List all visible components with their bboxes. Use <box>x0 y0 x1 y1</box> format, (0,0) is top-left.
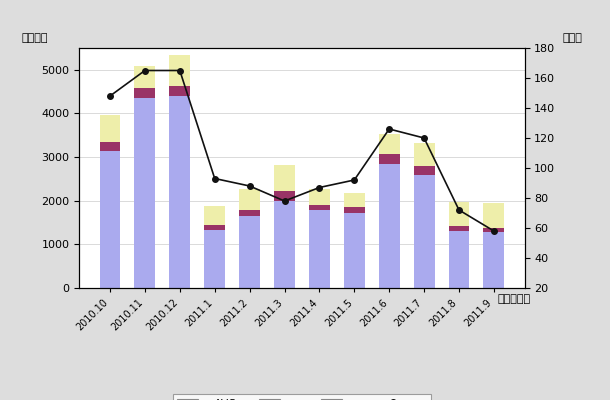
Bar <box>204 225 225 230</box>
Bar <box>483 228 504 232</box>
Bar <box>274 201 295 288</box>
Text: （年・月）: （年・月） <box>498 294 531 304</box>
Bar <box>99 115 121 142</box>
Bar <box>379 164 400 288</box>
Bar <box>448 226 470 231</box>
Bar <box>414 174 434 288</box>
Bar <box>134 98 156 288</box>
Text: （億円）: （億円） <box>21 33 48 43</box>
Bar <box>309 189 330 205</box>
Bar <box>344 193 365 207</box>
Bar <box>414 166 434 174</box>
Text: （％）: （％） <box>562 33 583 43</box>
Bar <box>448 202 470 226</box>
Bar <box>344 207 365 213</box>
Bar <box>134 66 156 88</box>
Legend: カーAVC機器, 音声機器, 映像機器, 前年比: カーAVC機器, 音声機器, 映像機器, 前年比 <box>173 394 431 400</box>
Bar <box>483 203 504 228</box>
Bar <box>309 205 330 210</box>
Bar <box>379 154 400 164</box>
Bar <box>239 216 260 288</box>
Bar <box>204 206 225 225</box>
Bar <box>204 230 225 288</box>
Bar <box>414 143 434 166</box>
Bar <box>170 96 190 288</box>
Bar <box>448 231 470 288</box>
Bar <box>170 56 190 86</box>
Bar <box>99 150 121 288</box>
Bar <box>379 134 400 154</box>
Bar <box>483 232 504 288</box>
Bar <box>99 142 121 150</box>
Bar <box>274 191 295 201</box>
Bar <box>170 86 190 96</box>
Bar <box>134 88 156 98</box>
Bar <box>239 188 260 210</box>
Bar <box>239 210 260 216</box>
Bar <box>274 164 295 191</box>
Bar <box>344 213 365 288</box>
Bar <box>309 210 330 288</box>
